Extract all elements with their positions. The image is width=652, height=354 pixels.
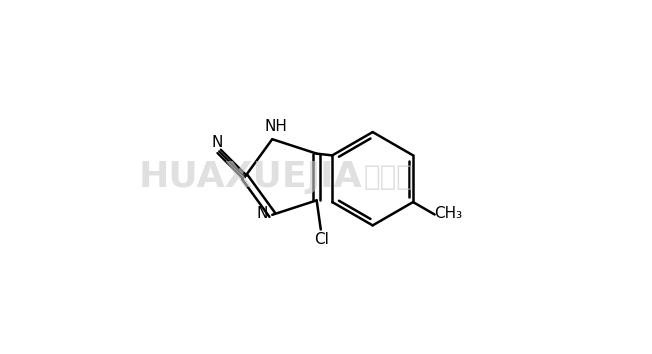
Text: HUAXUEJIA: HUAXUEJIA [138,160,362,194]
Text: N: N [256,206,267,221]
Text: Cl: Cl [314,232,329,247]
Text: N: N [212,135,223,150]
Text: CH₃: CH₃ [434,206,462,221]
Text: NH: NH [265,119,288,133]
Text: 化学加: 化学加 [363,163,413,191]
